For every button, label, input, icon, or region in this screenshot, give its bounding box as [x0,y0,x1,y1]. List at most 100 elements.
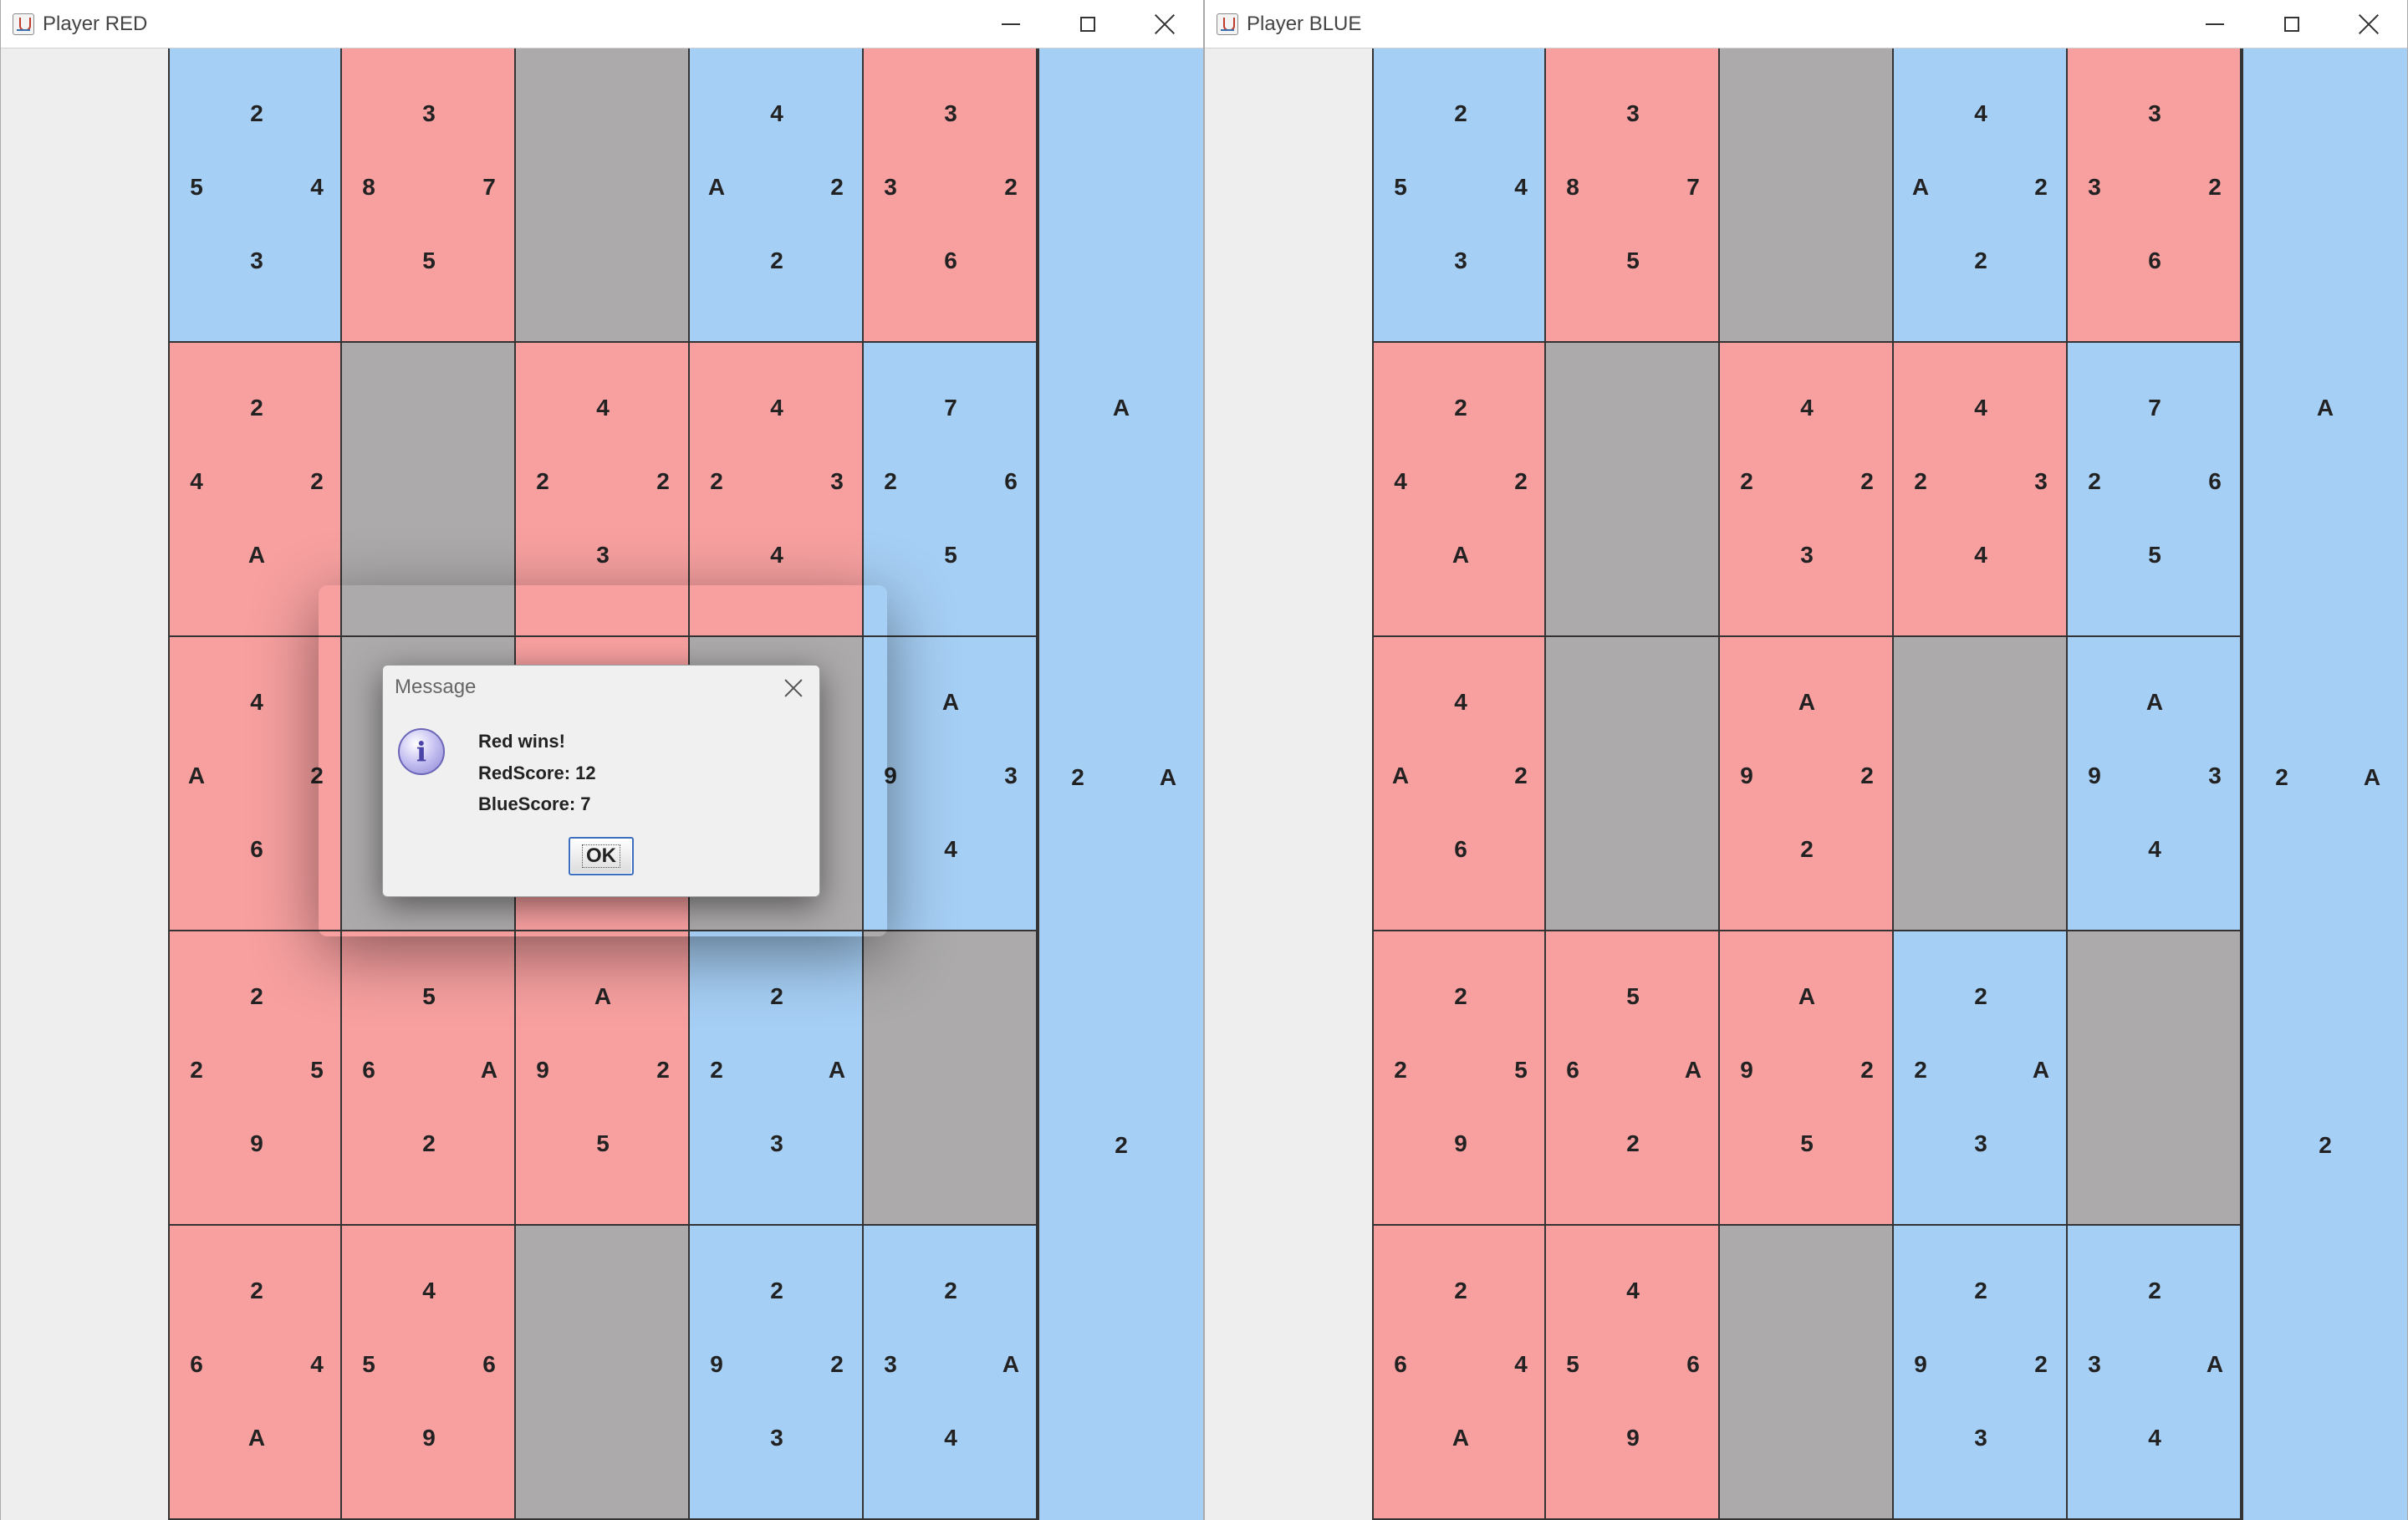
card-value-bottom: 4 [2138,1425,2171,1451]
card-value-bottom: 3 [586,542,620,569]
board-cell-red[interactable]: 4 2 2 3 [516,343,690,637]
board-cell-red[interactable]: 3 8 7 5 [342,48,516,343]
board-cell-red[interactable]: 5 6 A 2 [1546,931,1720,1226]
card-value-bottom: 4 [2138,836,2171,863]
board-cell-blue[interactable]: 2 9 2 3 [690,1226,864,1520]
card-value-left: 2 [2078,468,2111,495]
board-cell-empty[interactable] [1546,637,1720,931]
board-cell-red[interactable]: 3 3 2 6 [2068,48,2242,343]
message-dialog: Message i Red wins! RedScore: 12 BlueSco… [382,665,820,897]
board-cell-red[interactable]: 4 5 6 9 [1546,1226,1720,1520]
board-cell-empty[interactable] [516,48,690,343]
minimize-button[interactable] [2176,0,2253,48]
board-cell-red[interactable]: 5 6 A 2 [342,931,516,1226]
maximize-button[interactable] [1049,0,1126,48]
board-cell-red[interactable]: A 9 2 2 [1720,637,1894,931]
board-cell-blue[interactable]: 2 3 A 4 [864,1226,1038,1520]
card-value-bottom: 5 [2138,542,2171,569]
card-value-right: A [994,1351,1028,1378]
board-cell-blue[interactable]: 2 5 4 3 [168,48,342,343]
board-cell-blue[interactable]: 2 2 A 3 [1894,931,2068,1226]
board-cell-blue[interactable]: 2 3 A 4 [2068,1226,2242,1520]
card-value-left: 2 [700,1057,733,1084]
card-value-left: 9 [874,763,907,789]
board-cell-red[interactable]: 2 2 5 9 [1372,931,1546,1226]
card-value-left: 9 [1730,763,1763,789]
card-value-left: 3 [874,174,907,201]
board-cell-red[interactable]: 4 2 3 4 [690,343,864,637]
close-button[interactable] [2330,0,2407,48]
card-value-left: 2 [526,468,559,495]
card-value-bottom: 6 [240,836,273,863]
minimize-button[interactable] [972,0,1049,48]
board-cell-blue[interactable]: 7 2 6 5 [2068,343,2242,637]
card-value-right: 2 [1504,763,1538,789]
board-cell-red[interactable]: A 9 2 5 [516,931,690,1226]
board-cell-empty[interactable] [1894,637,2068,931]
card-value-right: 2 [994,174,1028,201]
card-value-left: 9 [2078,763,2111,789]
board-cell-empty[interactable] [1720,48,1894,343]
board-cell-red[interactable]: 4 2 2 3 [1720,343,1894,637]
card-value-top: 5 [1616,983,1650,1010]
board-cell-red[interactable]: 2 6 4 A [168,1226,342,1520]
board-cell-red[interactable]: 4 5 6 9 [342,1226,516,1520]
board-cell-blue[interactable]: 2 5 4 3 [1372,48,1546,343]
card-value-left: 5 [1384,174,1417,201]
board-cell-red[interactable]: 2 4 2 A [1372,343,1546,637]
board-cell-red[interactable]: 3 8 7 5 [1546,48,1720,343]
card-value-bottom: 9 [1616,1425,1650,1451]
minimize-icon [2206,23,2224,25]
card-value-left: 2 [180,1057,213,1084]
board-cell-red[interactable]: 4 2 3 4 [1894,343,2068,637]
java-app-icon [1217,13,1238,35]
board-cell-empty[interactable] [516,1226,690,1520]
close-icon [2358,13,2380,35]
hand-card[interactable]: A 2 A 2 [2242,48,2408,1520]
board-cell-blue[interactable]: 2 9 2 3 [1894,1226,2068,1520]
hand-card[interactable]: A 2 A 2 [1038,48,1204,1520]
card-value-left: 2 [1730,468,1763,495]
board-cell-empty[interactable] [1546,343,1720,637]
card-value-top: A [1790,689,1824,716]
card-value-right: 2 [646,468,680,495]
board-cell-red[interactable]: 3 3 2 6 [864,48,1038,343]
board-cell-blue[interactable]: 4 A 2 2 [690,48,864,343]
card-value-right: A [1676,1057,1710,1084]
hand-value-top: A [1105,395,1138,421]
board-cell-empty[interactable] [2068,931,2242,1226]
board-cell-empty[interactable] [342,343,516,637]
board-cell-red[interactable]: 2 4 2 A [168,343,342,637]
board-cell-blue[interactable]: 4 A 2 2 [1894,48,2068,343]
board-cell-red[interactable]: A 9 2 5 [1720,931,1894,1226]
board-cell-blue[interactable]: A 9 3 4 [2068,637,2242,931]
board-cell-blue[interactable]: 2 2 A 3 [690,931,864,1226]
board-cell-blue[interactable]: 7 2 6 5 [864,343,1038,637]
board-cell-empty[interactable] [864,931,1038,1226]
card-value-top: A [934,689,967,716]
card-value-right: 2 [820,174,854,201]
dialog-close-icon[interactable] [781,676,806,701]
close-button[interactable] [1126,0,1203,48]
board-cell-blue[interactable]: A 9 3 4 [864,637,1038,931]
title-bar[interactable]: Player BLUE [1205,0,2407,48]
board-cell-empty[interactable] [1720,1226,1894,1520]
card-value-bottom: 5 [1790,1130,1824,1157]
card-value-bottom: 4 [1964,542,1997,569]
board-cell-red[interactable]: 2 2 5 9 [168,931,342,1226]
board-cell-red[interactable]: 2 6 4 A [1372,1226,1546,1520]
title-bar[interactable]: Player RED [1,0,1203,48]
maximize-button[interactable] [2253,0,2330,48]
card-value-top: 4 [1964,100,1997,127]
board-cell-red[interactable]: 4 A 2 6 [1372,637,1546,931]
card-value-right: 2 [300,763,334,789]
ok-button[interactable]: OK [569,837,634,875]
card-value-right: 2 [1850,763,1884,789]
hand-value-bottom: 2 [2309,1132,2342,1159]
card-value-top: 2 [240,1278,273,1304]
card-value-bottom: 9 [240,1130,273,1157]
card-value-top: A [1790,983,1824,1010]
board-cell-red[interactable]: 4 A 2 6 [168,637,342,931]
card-value-right: 6 [1676,1351,1710,1378]
